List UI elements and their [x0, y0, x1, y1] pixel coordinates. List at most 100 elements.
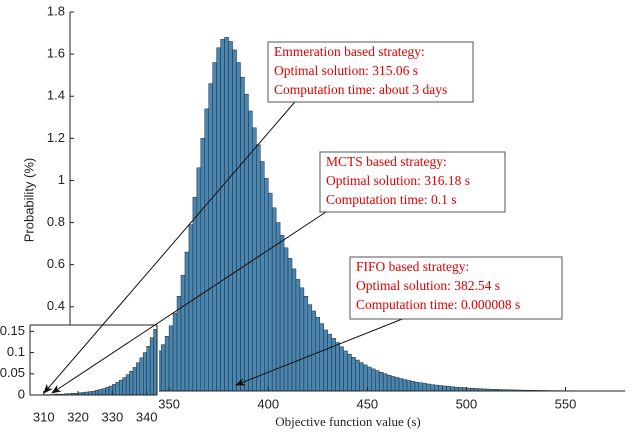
bar — [168, 325, 174, 392]
bar — [450, 386, 455, 392]
x-tick-label: 350 — [158, 396, 180, 411]
y-axis-label: Probability (%) — [21, 158, 36, 243]
bar — [129, 370, 134, 396]
bar — [228, 41, 233, 392]
annotation-line: Optimal solution: 315.06 s — [274, 63, 418, 78]
bar — [359, 362, 364, 392]
annotation-box — [267, 41, 474, 103]
bar — [462, 387, 467, 392]
x-tick-label: 330 — [102, 409, 124, 424]
bar — [208, 83, 213, 392]
bar — [394, 377, 400, 392]
bar — [118, 379, 123, 396]
bar — [180, 274, 186, 392]
bar — [149, 337, 154, 396]
annotation-arrow — [51, 205, 336, 394]
bar — [410, 381, 416, 392]
y-tick-label: 0.1 — [7, 344, 25, 359]
bar — [244, 93, 249, 392]
bar — [355, 359, 360, 392]
annotation-line: MCTS based strategy: — [326, 154, 447, 169]
bar — [406, 380, 412, 392]
bar — [240, 77, 245, 392]
bars — [89, 37, 626, 392]
bar — [454, 386, 459, 392]
bar — [101, 388, 106, 396]
bar — [94, 390, 99, 396]
bar — [303, 296, 309, 392]
bar — [192, 197, 198, 392]
bar — [438, 385, 443, 392]
annotation-arrow — [43, 95, 301, 394]
x-tick-label: 340 — [136, 409, 158, 424]
bar — [153, 328, 158, 396]
bar — [327, 333, 332, 392]
bar — [212, 62, 217, 392]
x-axis-label: Objective function value (s) — [275, 414, 420, 429]
x-tick-label: 550 — [555, 396, 577, 411]
bar — [136, 362, 141, 396]
y-tick-label: 1.4 — [47, 88, 65, 103]
bar — [256, 144, 261, 392]
bar — [430, 384, 435, 392]
bar — [260, 161, 265, 392]
bar — [339, 346, 344, 392]
annotation-line: Computation time: about 3 days — [274, 82, 447, 97]
bar — [164, 336, 170, 392]
annotation-line: Optimal solution: 382.54 s — [356, 278, 500, 293]
bar — [146, 345, 151, 396]
bar — [458, 387, 463, 392]
x-tick-label: 310 — [33, 409, 55, 424]
bar — [188, 224, 194, 392]
bar — [442, 385, 447, 392]
bar — [287, 258, 293, 392]
bar — [434, 384, 439, 392]
bar — [307, 304, 313, 392]
bar — [132, 367, 137, 396]
bar — [105, 387, 110, 396]
y-tick-label: 0.4 — [47, 298, 65, 313]
bar — [220, 39, 225, 392]
bar — [224, 37, 229, 392]
bar — [112, 384, 117, 396]
annotation-line: Computation time: 0.000008 s — [356, 297, 520, 312]
y-tick-label: 0.15 — [0, 323, 25, 338]
bar — [267, 192, 273, 392]
bar — [390, 376, 396, 392]
bar — [382, 373, 388, 392]
bar — [139, 357, 144, 396]
bar — [196, 167, 202, 392]
bar — [311, 310, 317, 392]
x-tick-label: 450 — [356, 396, 378, 411]
y-tick-label: 1.6 — [47, 46, 65, 61]
bar — [426, 383, 431, 392]
bar — [98, 389, 103, 396]
y-tick-label: 1.8 — [47, 3, 65, 18]
bar — [275, 222, 281, 392]
bar — [160, 344, 166, 392]
bar — [414, 381, 420, 392]
annotation-box — [349, 256, 563, 320]
bar — [236, 62, 241, 392]
y-tick-label: 1 — [58, 172, 65, 187]
bar — [88, 391, 93, 396]
bar — [295, 279, 301, 392]
bar — [91, 390, 96, 396]
bar — [378, 372, 384, 392]
bar — [371, 368, 376, 392]
annotation-line: FIFO based strategy: — [356, 259, 469, 274]
bar — [343, 350, 348, 392]
bar — [291, 268, 297, 392]
y-tick-label: 1.2 — [47, 130, 65, 145]
y-tick-label: 0.8 — [47, 214, 65, 229]
bar — [367, 366, 372, 392]
bar — [386, 374, 392, 392]
bar — [375, 370, 380, 392]
bar — [446, 386, 451, 392]
bar — [363, 364, 368, 392]
y-tick-label: 0.6 — [47, 256, 65, 271]
bar — [351, 357, 356, 392]
y-tick-label: 0.05 — [0, 365, 25, 380]
bar — [232, 49, 237, 392]
